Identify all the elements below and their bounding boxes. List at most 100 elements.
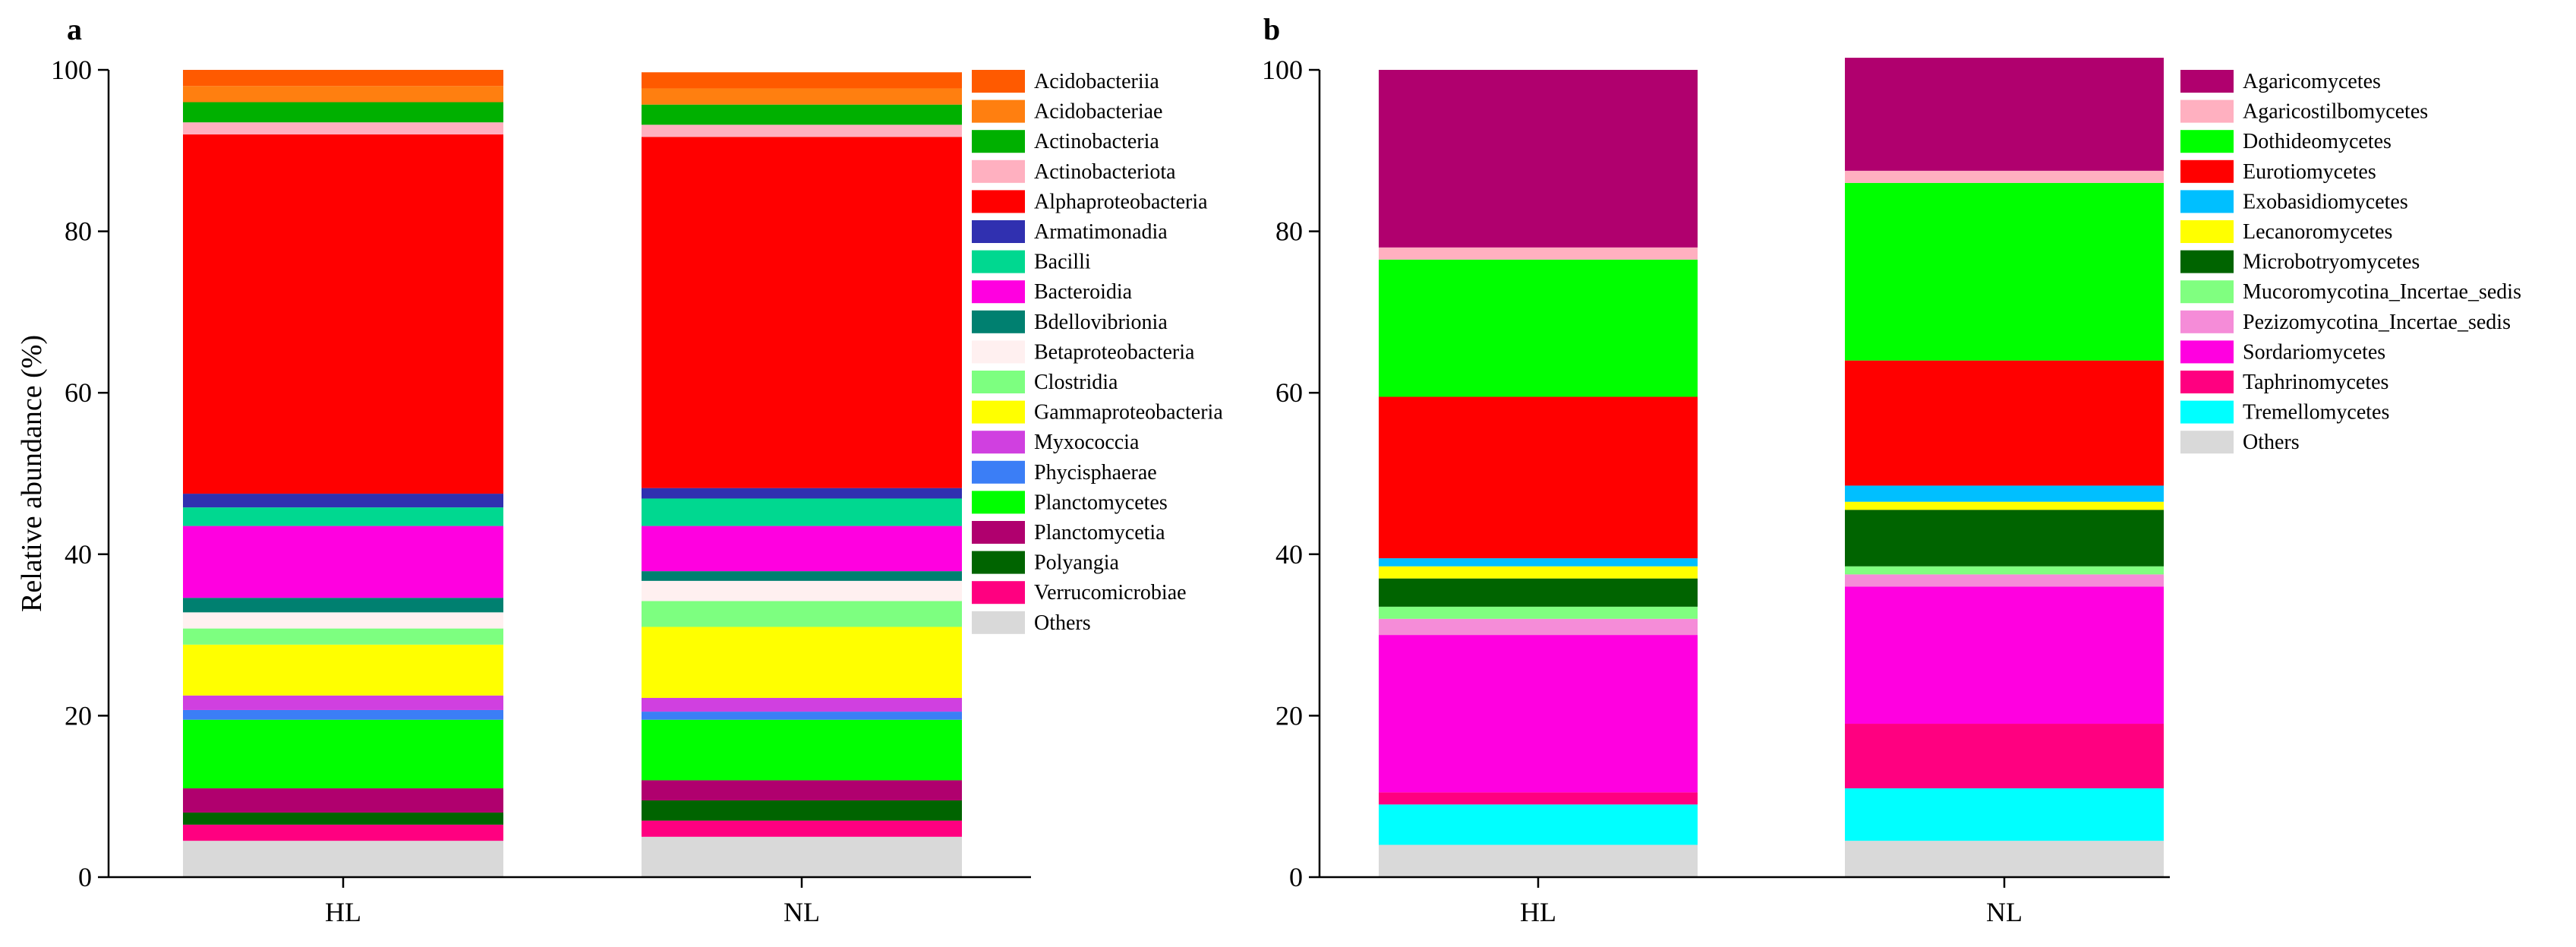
panel-b-legend-swatch-others	[2180, 431, 2234, 454]
panel-a-legend-label-phycisphaerae: Phycisphaerae	[1034, 461, 1157, 485]
panel-b-bar-nl-others	[1845, 841, 2164, 877]
panel-a-legend-swatch-acidobacteriae	[972, 99, 1025, 123]
panel-a-bar-hl-phycisphaerae	[183, 709, 503, 720]
panel-a-legend-swatch-actinobacteria	[972, 130, 1025, 153]
panel-a-bar-hl-bdellovibrionia	[183, 598, 503, 613]
panel-a-bar-nl-verrucomicrobiae	[642, 820, 962, 837]
panel-a-bar-hl-others	[183, 841, 503, 877]
panel-b-x-tick-label-hl: HL	[1520, 897, 1556, 927]
panel-b-legend-label-sordariomycetes: Sordariomycetes	[2243, 340, 2385, 364]
panel-a-legend-swatch-gammaproteobacteria	[972, 400, 1025, 424]
panel-a-bar-nl-actinobacteria	[642, 104, 962, 125]
panel-a-bar-nl-planctomycetes	[642, 719, 962, 781]
panel-b-legend-label-dothideomycetes: Dothideomycetes	[2243, 130, 2392, 153]
panel-a-bar-nl-actinobacteriota	[642, 125, 962, 137]
panel-a-bar-hl-verrucomicrobiae	[183, 824, 503, 841]
panel-b-legend-label-eurotiomycetes: Eurotiomycetes	[2243, 160, 2376, 184]
panel-a-legend-label-bdellovibrionia: Bdellovibrionia	[1034, 311, 1168, 334]
panel-a-bar-nl-myxococcia	[642, 698, 962, 712]
panel-b-bar-hl-dothideomycetes	[1379, 259, 1698, 397]
panel-a-letter: a	[67, 12, 82, 46]
panel-b-legend-swatch-taphrinomycetes	[2180, 371, 2234, 393]
panel-a-legend-label-acidobacteriia: Acidobacteriia	[1034, 70, 1159, 93]
panel-b-bar-nl-taphrinomycetes	[1845, 724, 2164, 789]
panel-a-legend-swatch-bacteroidia	[972, 280, 1025, 304]
panel-a-bar-hl-acidobacteriia	[183, 70, 503, 87]
panel-a-legend-swatch-verrucomicrobiae	[972, 581, 1025, 605]
panel-a-bar-nl-gammaproteobacteria	[642, 627, 962, 699]
panel-b-bar-nl-agaricomycetes	[1845, 58, 2164, 171]
panel-a-legend-label-others: Others	[1034, 611, 1091, 635]
panel-a-y-tick-label-100: 100	[51, 55, 92, 85]
panel-b-bar-hl-eurotiomycetes	[1379, 396, 1698, 559]
panel-a-legend-label-myxococcia: Myxococcia	[1034, 431, 1140, 454]
panel-b-legend-swatch-microbotryomycetes	[2180, 250, 2234, 273]
panel-a-legend-swatch-planctomycetia	[972, 521, 1025, 544]
panel-b-legend-label-agaricostilbomycetes: Agaricostilbomycetes	[2243, 100, 2428, 124]
panel-a-legend-label-polyangia: Polyangia	[1034, 551, 1120, 575]
panel-a-bar-hl-armatimonadia	[183, 494, 503, 508]
panel-a-legend-swatch-bdellovibrionia	[972, 310, 1025, 333]
panel-a-bar-hl-alphaproteobacteria	[183, 134, 503, 494]
panel-a-bar-nl-planctomycetia	[642, 780, 962, 801]
panel-a-x-tick-label-hl: HL	[325, 897, 361, 927]
panel-a-bar-hl-polyangia	[183, 812, 503, 825]
panel-b-bar-nl-sordariomycetes	[1845, 586, 2164, 724]
panel-b-y-tick-label-20: 20	[1275, 700, 1303, 731]
panel-a-bar-nl-acidobacteriae	[642, 88, 962, 105]
panel-a-bar-nl-betaproteobacteria	[642, 580, 962, 601]
panel-a-legend-label-verrucomicrobiae: Verrucomicrobiae	[1034, 581, 1187, 605]
panel-b-legend-swatch-agaricomycetes	[2180, 70, 2234, 93]
panel-a-legend-swatch-others	[972, 611, 1025, 634]
panel-b-legend-label-microbotryomycetes: Microbotryomycetes	[2243, 251, 2420, 274]
panel-a-bar-nl-armatimonadia	[642, 488, 962, 499]
panel-a-legend-swatch-planctomycetes	[972, 491, 1025, 514]
panel-a-legend-label-bacteroidia: Bacteroidia	[1034, 280, 1133, 304]
panel-a-bar-nl-phycisphaerae	[642, 712, 962, 720]
panel-a-y-tick-label-80: 80	[65, 216, 92, 247]
panel-a-legend-label-alphaproteobacteria: Alphaproteobacteria	[1034, 190, 1208, 213]
panel-a-x-tick-label-nl: NL	[784, 897, 820, 927]
panel-a-legend-swatch-alphaproteobacteria	[972, 190, 1025, 213]
panel-b-bar-hl-lecanoromycetes	[1379, 566, 1698, 579]
panel-b-legend-swatch-agaricostilbomycetes	[2180, 99, 2234, 123]
panel-a-legend-label-actinobacteria: Actinobacteria	[1034, 130, 1159, 153]
panel-a-legend-label-clostridia: Clostridia	[1034, 371, 1118, 394]
panel-b-bar-hl-exobasidiomycetes	[1379, 558, 1698, 567]
panel-a-legend-label-planctomycetia: Planctomycetia	[1034, 521, 1165, 545]
panel-a-bar-hl-bacilli	[183, 507, 503, 526]
panel-b-bar-hl-agaricomycetes	[1379, 70, 1698, 248]
panel-b-legend-swatch-dothideomycetes	[2180, 130, 2234, 153]
panel-a-bar-hl-planctomycetia	[183, 788, 503, 813]
panel-a-legend-swatch-armatimonadia	[972, 220, 1025, 243]
panel-a-legend-swatch-polyangia	[972, 551, 1025, 574]
panel-a-y-tick-label-40: 40	[65, 539, 92, 570]
panel-b-legend-label-taphrinomycetes: Taphrinomycetes	[2243, 371, 2388, 394]
panel-b-bar-hl-microbotryomycetes	[1379, 578, 1698, 607]
panel-b-y-tick-label-0: 0	[1289, 862, 1303, 892]
panel-b-legend-swatch-sordariomycetes	[2180, 340, 2234, 364]
panel-b-bar-hl-sordariomycetes	[1379, 635, 1698, 793]
panel-a-bar-nl-clostridia	[642, 601, 962, 627]
panel-b-bar-nl-dothideomycetes	[1845, 182, 2164, 361]
panel-a-bar-nl-bacteroidia	[642, 526, 962, 572]
panel-b-legend-swatch-pezizomycotina-incertae-sedis	[2180, 310, 2234, 333]
panel-b-y-tick-label-100: 100	[1262, 55, 1303, 85]
panel-a-legend-label-acidobacteriae: Acidobacteriae	[1034, 100, 1162, 124]
panel-b-legend-label-exobasidiomycetes: Exobasidiomycetes	[2243, 190, 2408, 213]
panel-b-letter: b	[1263, 12, 1280, 46]
panel-b-bar-hl-agaricostilbomycetes	[1379, 247, 1698, 260]
panel-b-legend-label-pezizomycotina-incertae-sedis: Pezizomycotina_Incertae_sedis	[2243, 311, 2511, 334]
panel-a-legend-label-bacilli: Bacilli	[1034, 251, 1091, 274]
panel-a-legend-swatch-betaproteobacteria	[972, 340, 1025, 364]
panel-b-legend-swatch-exobasidiomycetes	[2180, 190, 2234, 213]
panel-a-legend-swatch-acidobacteriia	[972, 70, 1025, 93]
panel-b-x-tick-label-nl: NL	[1986, 897, 2023, 927]
panel-a-bar-nl-alphaproteobacteria	[642, 137, 962, 488]
panel-b-bar-nl-lecanoromycetes	[1845, 501, 2164, 510]
panel-b-y-tick-label-80: 80	[1275, 216, 1303, 247]
panel-a-bar-hl-actinobacteriota	[183, 122, 503, 135]
panel-b-bar-nl-tremellomycetes	[1845, 788, 2164, 841]
panel-a-y-tick-label-20: 20	[65, 700, 92, 731]
